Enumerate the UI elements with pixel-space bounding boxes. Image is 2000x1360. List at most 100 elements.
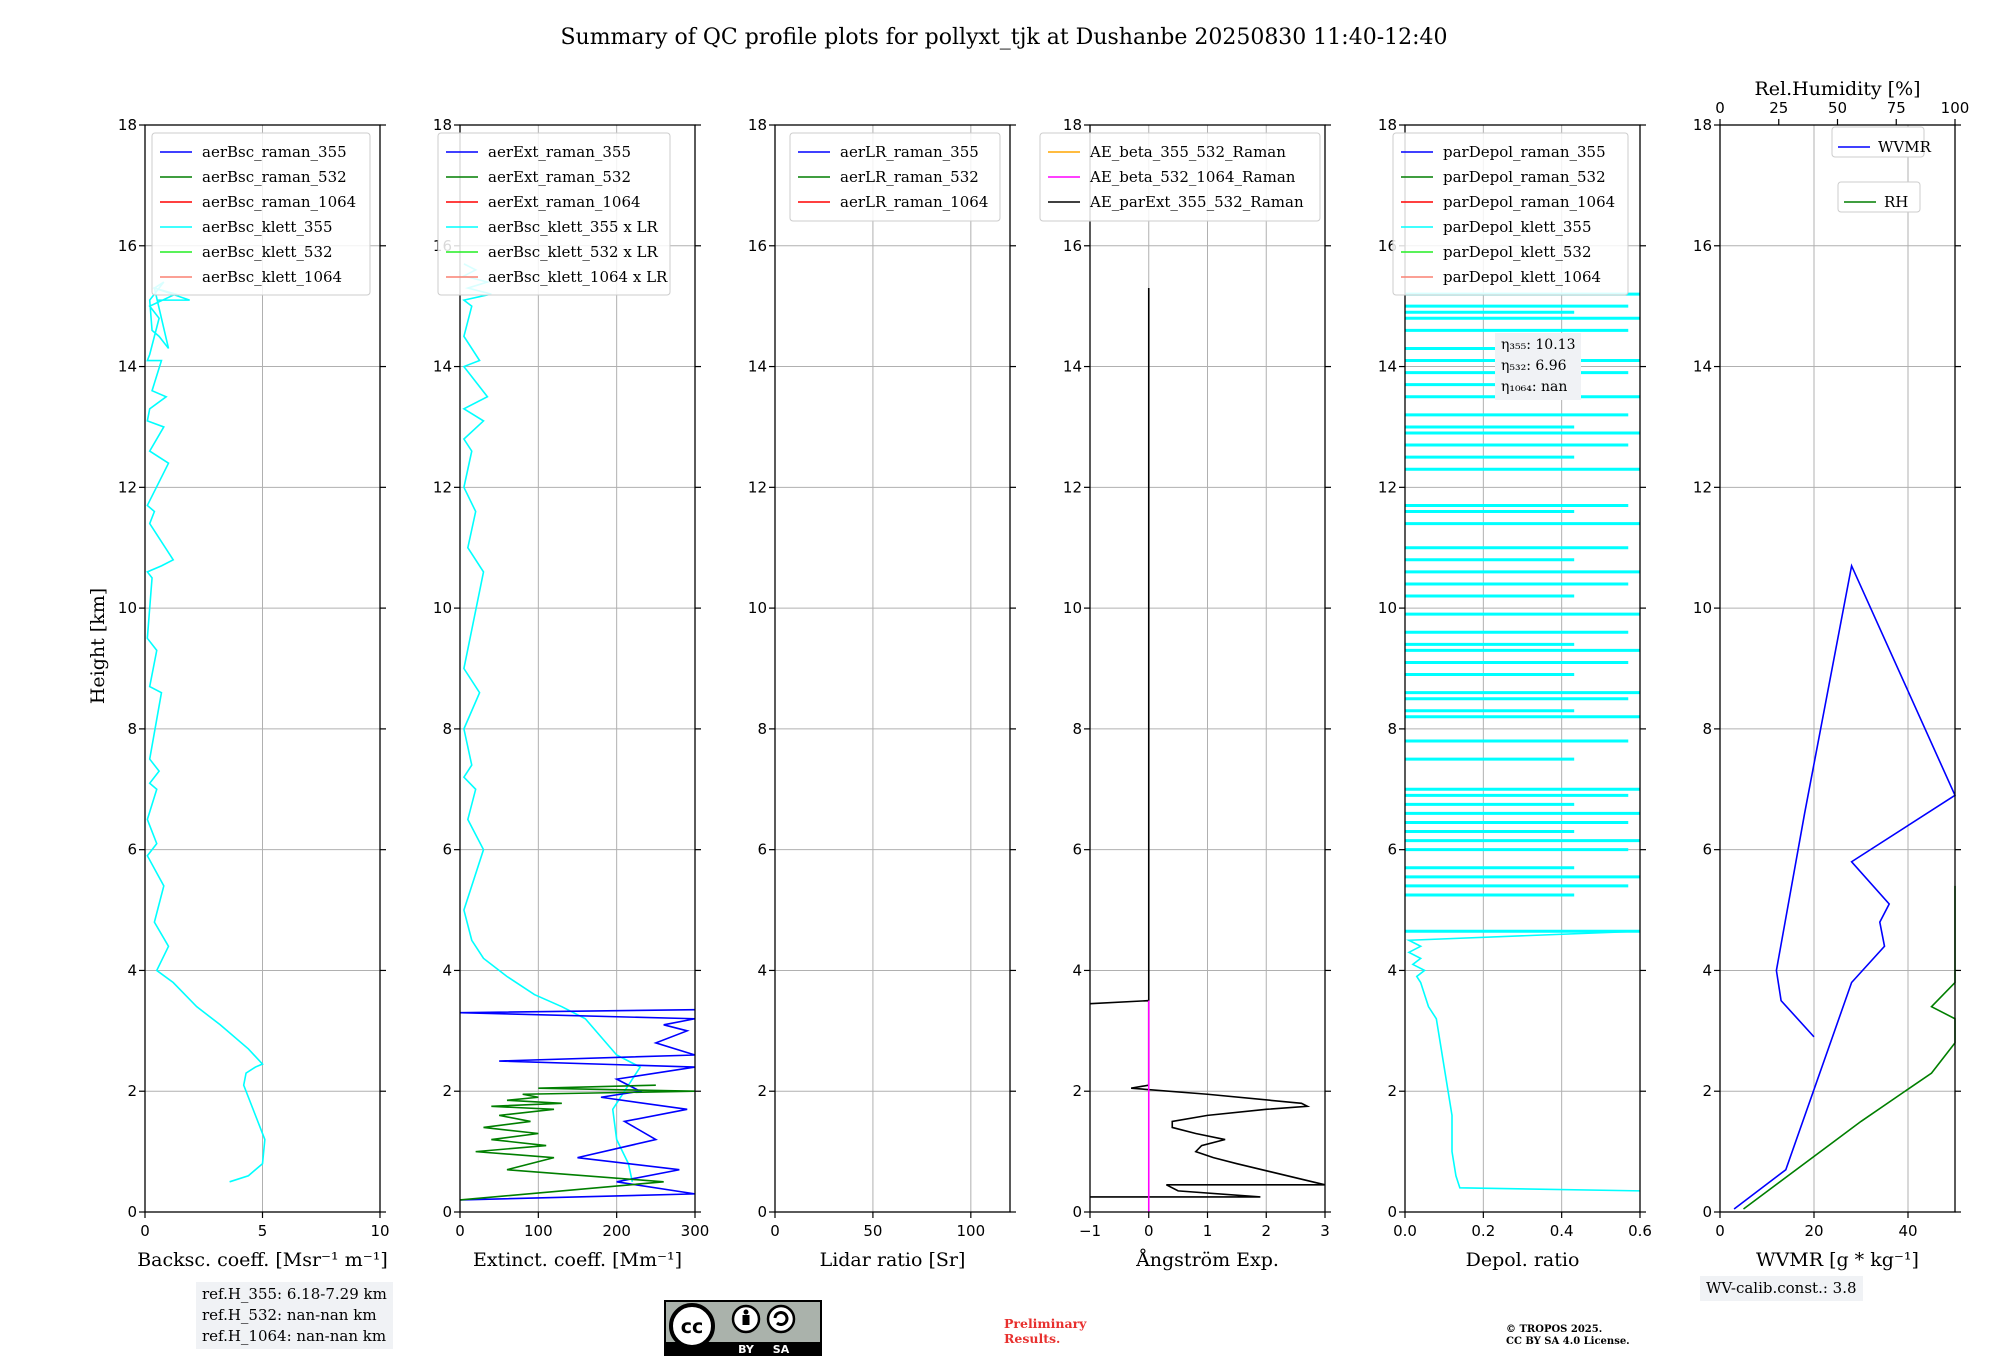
y-tick-label: 4 xyxy=(127,961,137,979)
axes-frame xyxy=(1719,124,1956,1213)
legend-label: parDepol_raman_1064 xyxy=(1443,193,1615,211)
axes-frame xyxy=(1089,124,1326,1213)
legend-label: parDepol_klett_1064 xyxy=(1443,268,1601,286)
eta-532: η₅₃₂: 6.96 xyxy=(1501,358,1567,374)
y-tick-label: 0 xyxy=(127,1203,137,1221)
x-axis-label: Depol. ratio xyxy=(1466,1249,1580,1271)
x-tick-label: 0 xyxy=(140,1222,150,1240)
legend-label: parDepol_raman_532 xyxy=(1443,168,1606,186)
legend-label: aerBsc_klett_532 xyxy=(202,243,333,261)
svg-text:cc: cc xyxy=(681,1316,704,1338)
y-tick-label: 18 xyxy=(118,116,137,134)
legend-label: aerExt_raman_532 xyxy=(488,168,631,186)
y-tick-label: 2 xyxy=(127,1082,137,1100)
wv-calibration-box: WV-calib.const.: 3.8 xyxy=(1700,1276,1863,1301)
ref-h-1064: ref.H_1064: nan-nan km xyxy=(202,1327,387,1345)
y-tick-label: 14 xyxy=(1693,358,1712,376)
legend-label: aerBsc_klett_1064 x LR xyxy=(488,268,668,286)
axes-frame xyxy=(1404,124,1641,1213)
y-tick-label: 10 xyxy=(1693,599,1712,617)
x-tick-label: 10 xyxy=(370,1222,389,1240)
legend-label: aerLR_raman_355 xyxy=(840,143,979,161)
x-tick-label: 5 xyxy=(258,1222,268,1240)
top-x-tick-label: 25 xyxy=(1769,99,1788,117)
y-tick-label: 4 xyxy=(757,961,767,979)
legend-label: aerExt_raman_1064 xyxy=(488,193,641,211)
legend-label: aerBsc_raman_355 xyxy=(202,143,347,161)
x-tick-label: −1 xyxy=(1079,1222,1101,1240)
y-tick-label: 18 xyxy=(748,116,767,134)
x-tick-label: 3 xyxy=(1320,1222,1330,1240)
top-x-tick-label: 75 xyxy=(1887,99,1906,117)
y-tick-label: 4 xyxy=(442,961,452,979)
y-tick-label: 16 xyxy=(118,237,137,255)
x-tick-label: 0 xyxy=(1144,1222,1154,1240)
axes-frame xyxy=(144,124,381,1213)
x-tick-label: 0 xyxy=(455,1222,465,1240)
series-aerExt_raman_532 xyxy=(459,1084,696,1201)
svg-text:BY: BY xyxy=(738,1343,755,1356)
x-tick-label: 20 xyxy=(1804,1222,1823,1240)
legend-box xyxy=(151,132,371,296)
legend-box xyxy=(437,132,671,296)
sa-icon xyxy=(766,1304,796,1334)
y-tick-label: 10 xyxy=(1063,599,1082,617)
legend-label: aerBsc_raman_1064 xyxy=(202,193,356,211)
top-x-tick-label: 50 xyxy=(1828,99,1847,117)
x-tick-label: 0.4 xyxy=(1550,1222,1574,1240)
eta-355: η₃₅₅: 10.13 xyxy=(1501,337,1576,353)
x-tick-label: 100 xyxy=(957,1222,986,1240)
legend-label: WVMR xyxy=(1878,138,1932,156)
y-tick-label: 10 xyxy=(433,599,452,617)
svg-text:SA: SA xyxy=(773,1343,790,1356)
y-tick-label: 8 xyxy=(757,720,767,738)
y-tick-label: 2 xyxy=(1387,1082,1397,1100)
y-tick-label: 12 xyxy=(1693,478,1712,496)
x-axis-label: Extinct. coeff. [Mm⁻¹] xyxy=(473,1249,682,1271)
legend-box xyxy=(1837,181,1921,213)
panel-bsc: 0 5 10 0 2 4 6 8 10 12 14 16 18 Backsc. coeff. [Msr⁻¹… xyxy=(118,116,390,1271)
y-tick-label: 4 xyxy=(1387,961,1397,979)
y-tick-label: 18 xyxy=(433,116,452,134)
top-x-tick-label: 100 xyxy=(1941,99,1970,117)
panel-ext: 0100200300024681012141618Extinct. coeff.… xyxy=(433,116,709,1271)
y-tick-label: 12 xyxy=(433,478,452,496)
legend-label: aerBsc_raman_532 xyxy=(202,168,347,186)
legend-box xyxy=(789,132,1001,222)
y-tick-label: 14 xyxy=(118,358,137,376)
x-tick-label: 0.2 xyxy=(1471,1222,1495,1240)
x-tick-label: 0.6 xyxy=(1628,1222,1652,1240)
x-tick-label: 100 xyxy=(524,1222,553,1240)
y-tick-label: 16 xyxy=(1693,237,1712,255)
y-tick-label: 4 xyxy=(1072,961,1082,979)
y-tick-label: 8 xyxy=(1072,720,1082,738)
y-tick-label: 8 xyxy=(1702,720,1712,738)
y-tick-label: 0 xyxy=(1387,1203,1397,1221)
y-tick-label: 0 xyxy=(1702,1203,1712,1221)
panel-lr: 0 50 100 0 2 4 6 8 10 12 14 16 18 Lidar ratio [Sr] aer… xyxy=(748,116,1016,1271)
eta-1064: η₁₀₆₄: nan xyxy=(1501,379,1568,395)
y-tick-label: 10 xyxy=(748,599,767,617)
y-tick-label: 12 xyxy=(748,478,767,496)
panel-depol: 0.0 0.2 0.4 0.6 0 2 4 6 8 10 12 14 16 18 Depol. ratio p… xyxy=(1378,116,1652,1271)
x-tick-label: 0 xyxy=(1715,1222,1725,1240)
reference-height-box: ref.H_355: 6.18-7.29 km ref.H_532: nan-n… xyxy=(196,1282,393,1349)
y-tick-label: 2 xyxy=(1702,1082,1712,1100)
y-tick-label: 6 xyxy=(1702,841,1712,859)
x-tick-label: 300 xyxy=(681,1222,710,1240)
top-axis-label: Rel.Humidity [%] xyxy=(1754,78,1920,100)
x-tick-label: 0 xyxy=(770,1222,780,1240)
y-tick-label: 16 xyxy=(1378,237,1397,255)
y-tick-label: 14 xyxy=(1378,358,1397,376)
y-tick-label: 8 xyxy=(442,720,452,738)
legend-label: AE_beta_532_1064_Raman xyxy=(1089,168,1296,186)
y-tick-label: 2 xyxy=(1072,1082,1082,1100)
y-tick-label: 16 xyxy=(748,237,767,255)
y-tick-label: 6 xyxy=(1387,841,1397,859)
series-RH xyxy=(1743,885,1956,1210)
legend-box xyxy=(1831,126,1925,158)
panel-wv: 0 20 40 0 2 4 6 8 10 12 14 16 18 WVMR [g * kg⁻¹] 0 25 50… xyxy=(1693,78,1969,1271)
y-tick-label: 18 xyxy=(1378,116,1397,134)
legend-label: aerBsc_klett_355 x LR xyxy=(488,218,659,236)
